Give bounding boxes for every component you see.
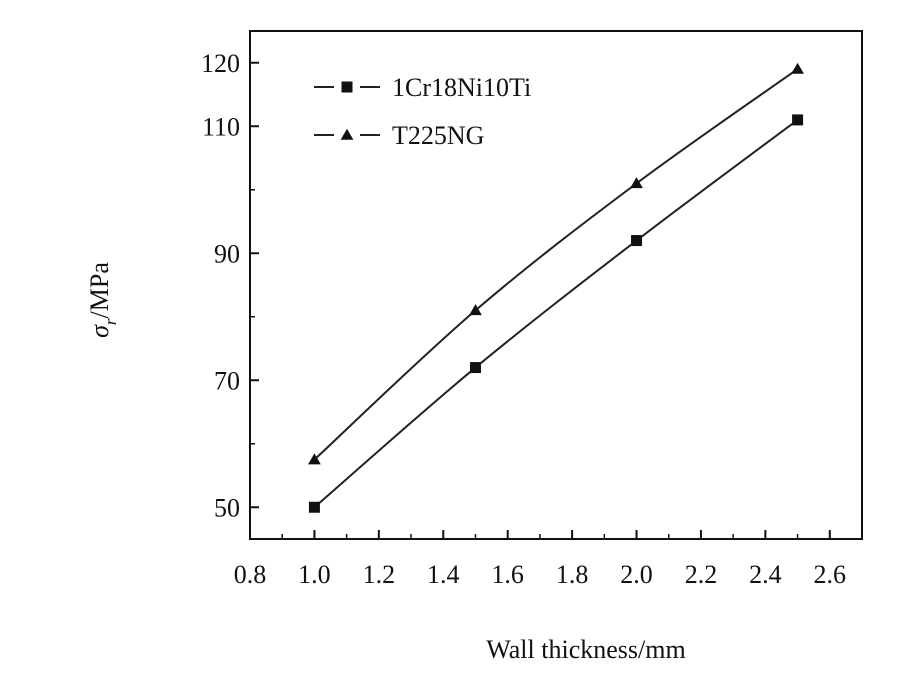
y-tick-label: 70	[214, 366, 240, 395]
series-1Cr18Ni10Ti	[308, 114, 804, 513]
series-layer	[308, 62, 804, 513]
series-line	[313, 119, 799, 509]
y-axis-unit: /MPa	[85, 262, 114, 319]
x-axis-title: Wall thickness/mm	[486, 635, 685, 664]
x-tick-label: 0.8	[234, 560, 267, 589]
series-T225NG	[308, 62, 804, 465]
x-tick-label: 2.2	[685, 560, 718, 589]
legend-label: T225NG	[392, 121, 484, 150]
legend-marker-triangle	[340, 128, 354, 140]
x-axis-ticks: 0.8 1.0 1.2 1.4 1.6 1.8 2.0 2.2 2.4 2.6	[234, 530, 846, 589]
x-tick-label: 2.6	[814, 560, 847, 589]
data-point-triangle	[630, 177, 643, 189]
plot-frame	[249, 30, 863, 540]
data-point-triangle	[469, 304, 482, 316]
x-tick-label: 1.6	[491, 560, 524, 589]
data-point-triangle	[791, 62, 804, 74]
y-tick-label: 120	[201, 49, 240, 78]
y-axis-subscript: r	[101, 318, 120, 325]
x-tick-label: 1.0	[298, 560, 331, 589]
data-point-square	[469, 362, 481, 374]
data-point-square	[308, 501, 320, 513]
y-axis-title: σr/MPa	[85, 262, 120, 338]
x-tick-label: 1.4	[427, 560, 460, 589]
y-tick-label: 90	[214, 239, 240, 268]
data-point-triangle	[308, 453, 321, 465]
data-point-square	[792, 114, 804, 126]
y-axis-symbol: σ	[85, 324, 114, 338]
x-tick-label: 1.2	[363, 560, 396, 589]
legend: 1Cr18Ni10Ti T225NG	[314, 73, 531, 150]
legend-marker-square	[341, 81, 353, 93]
legend-label: 1Cr18Ni10Ti	[392, 73, 531, 102]
y-tick-label: 110	[202, 112, 240, 141]
y-axis-ticks: 50 70 90 110 120	[201, 49, 259, 522]
data-point-square	[631, 235, 643, 247]
x-tick-label: 2.0	[620, 560, 653, 589]
x-tick-label: 2.4	[749, 560, 782, 589]
series-line	[313, 68, 799, 461]
x-tick-label: 1.8	[556, 560, 589, 589]
y-tick-label: 50	[214, 493, 240, 522]
